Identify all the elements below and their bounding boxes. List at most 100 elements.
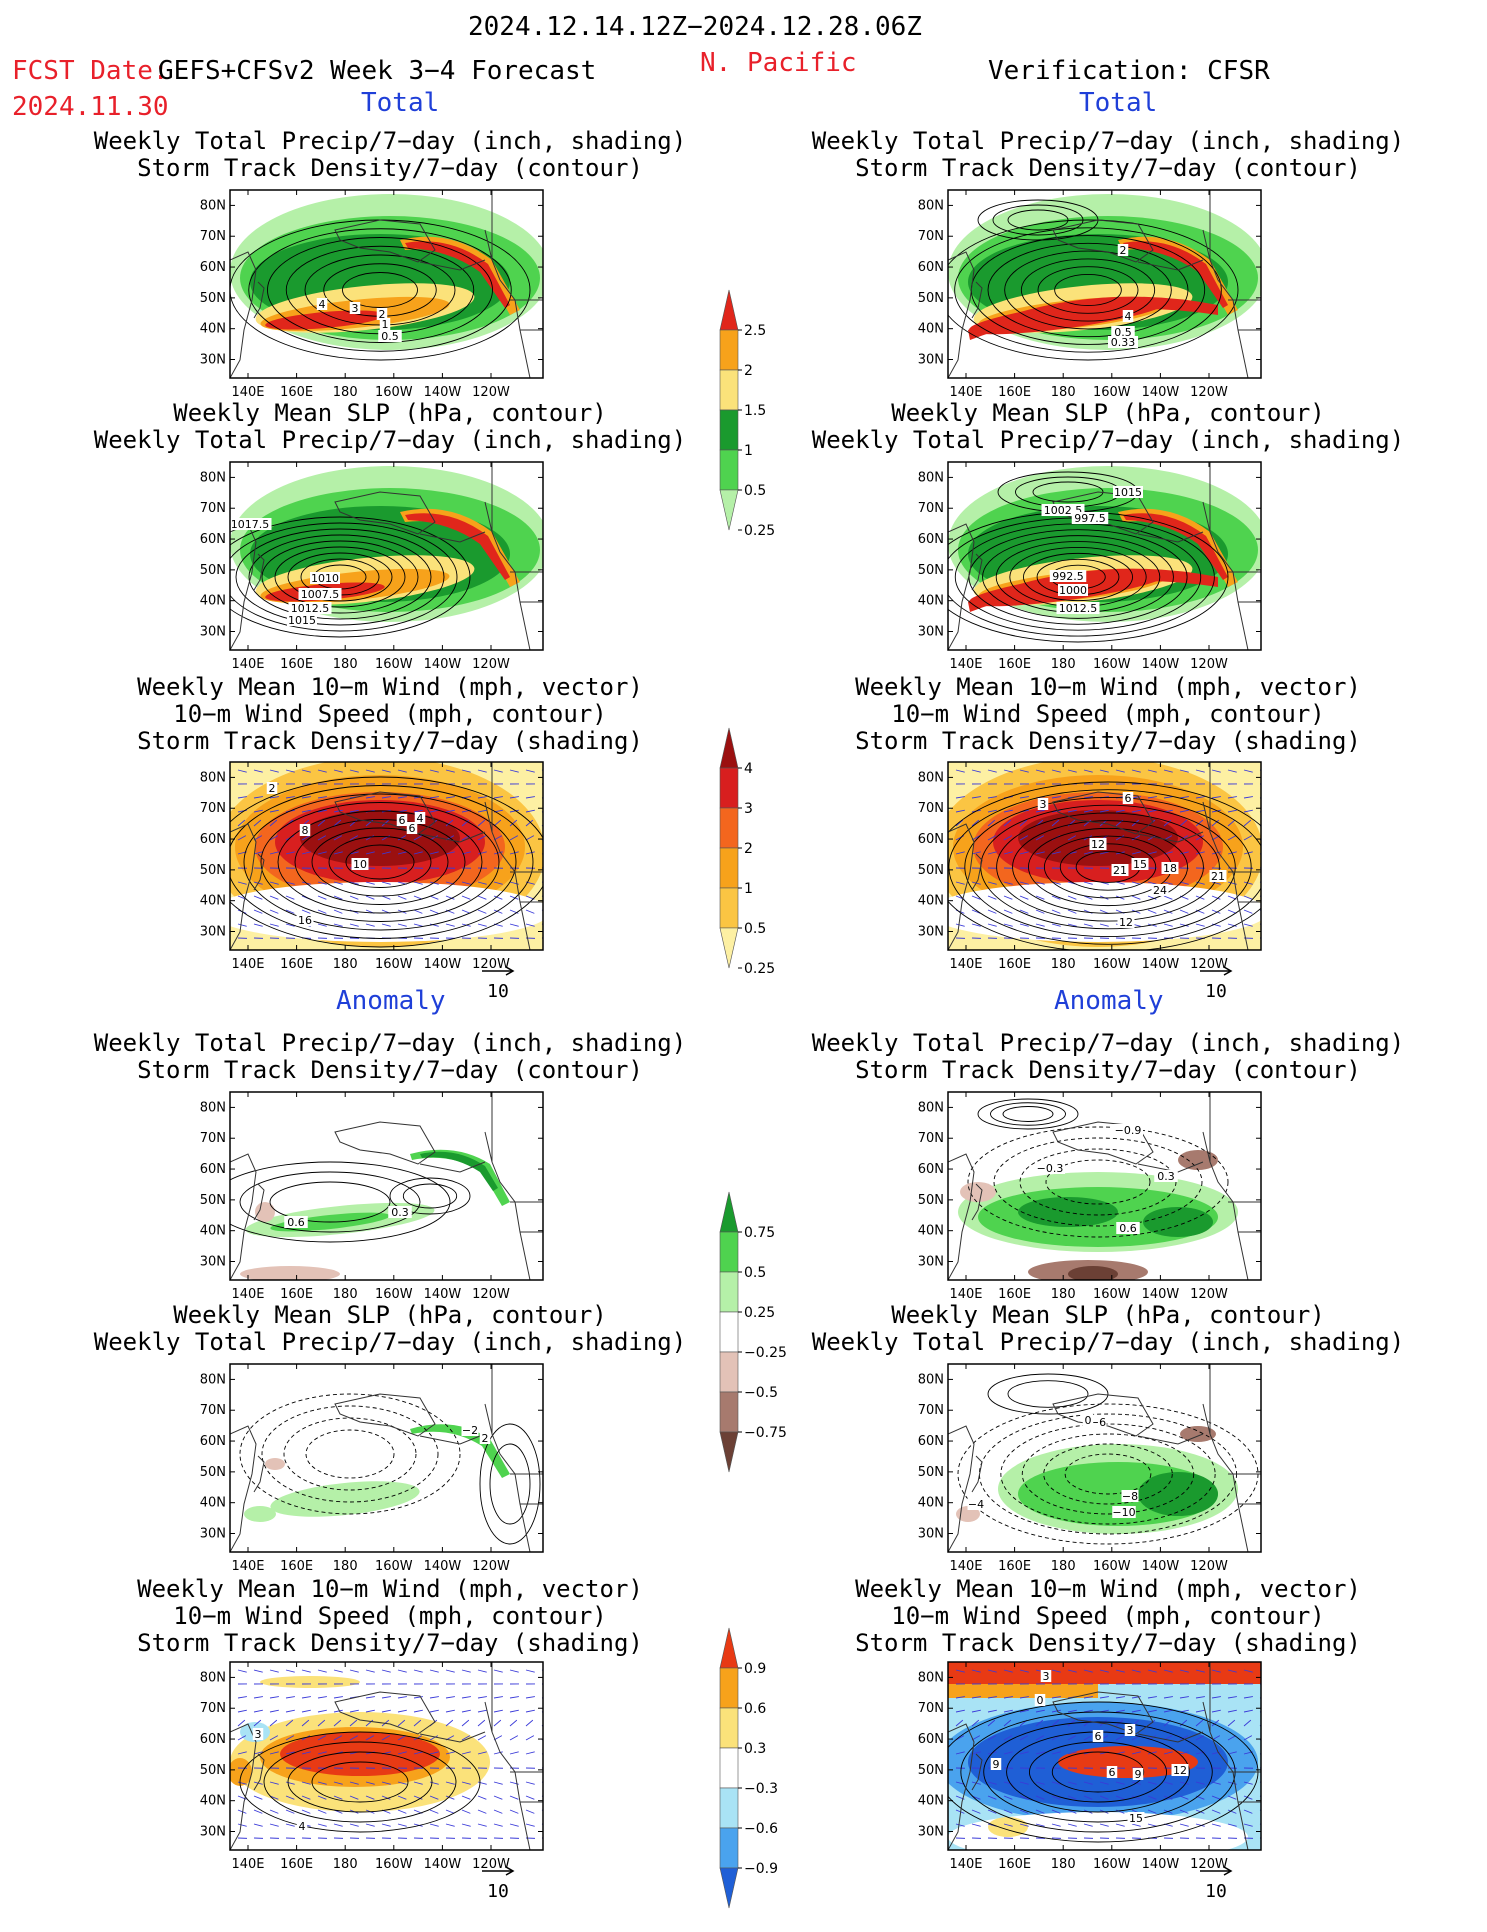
contour-label: 9: [1135, 1768, 1142, 1781]
title-vf-slp-anom: Weekly Mean SLP (hPa, contour)Weekly Tot…: [778, 1302, 1438, 1356]
contour-label: −2: [462, 1424, 478, 1437]
contour-label: 0: [1037, 1694, 1044, 1707]
contour-label: −8: [1122, 1490, 1138, 1503]
lat-tick-label: 40N: [200, 322, 226, 337]
contour-label: 12: [1091, 838, 1105, 851]
arrow-right-icon: [478, 966, 518, 976]
lat-tick-label: 40N: [918, 1496, 944, 1511]
colorbar-swatch: [720, 848, 738, 888]
map-svg: 10151002.5997.5992.510001012.580N70N60N5…: [932, 458, 1262, 674]
arrow-right-icon: [1196, 966, 1236, 976]
lon-tick-label: 120W: [472, 1559, 510, 1574]
lat-tick-label: 30N: [200, 353, 226, 368]
contour-label: 2: [1120, 244, 1127, 257]
contour-label: 16: [298, 914, 312, 927]
colorbar-label: 4: [744, 761, 753, 777]
lon-tick-label: 160E: [998, 657, 1031, 672]
lon-tick-label: 140W: [1142, 657, 1180, 672]
lat-tick-label: 40N: [200, 594, 226, 609]
colorbar-label: 1.5: [744, 403, 766, 419]
lat-tick-label: 80N: [918, 198, 944, 213]
lat-tick-label: 50N: [200, 1763, 226, 1778]
lon-tick-label: 180: [333, 1857, 358, 1872]
lon-tick-label: 140W: [424, 385, 462, 400]
lat-tick-label: 40N: [200, 894, 226, 909]
colorbar-swatch: [720, 410, 738, 450]
colorbar-swatch: [720, 808, 738, 848]
title-vf-wind-anom: Weekly Mean 10−m Wind (mph, vector)10−m …: [778, 1576, 1438, 1657]
lon-tick-label: 120W: [1190, 1287, 1228, 1302]
vector-ref-fc-anom: 10: [478, 1860, 518, 1902]
lon-tick-label: 140E: [231, 657, 264, 672]
lat-tick-label: 40N: [200, 1794, 226, 1809]
contour-label: 10: [353, 858, 367, 871]
title-fc-precip-anom: Weekly Total Precip/7−day (inch, shading…: [60, 1030, 720, 1084]
lat-tick-label: 40N: [918, 594, 944, 609]
contour-label: 997.5: [1074, 512, 1106, 525]
lat-tick-label: 50N: [918, 1763, 944, 1778]
arrow-right-icon: [1196, 1866, 1236, 1876]
colorbar-swatch: [720, 1828, 738, 1868]
title-fc-slp-total: Weekly Mean SLP (hPa, contour)Weekly Tot…: [60, 400, 720, 454]
lon-tick-label: 160E: [998, 1857, 1031, 1872]
colorbar-label: 1: [744, 443, 753, 459]
lon-tick-label: 160W: [375, 957, 413, 972]
lon-tick-label: 140W: [1142, 1559, 1180, 1574]
contour-label: 9: [993, 1758, 1000, 1771]
lon-tick-label: 160E: [998, 957, 1031, 972]
contour-label: −4: [968, 1498, 984, 1511]
colorbar-label: 0.3: [744, 1741, 766, 1757]
lat-tick-label: 80N: [918, 1100, 944, 1115]
contour-label: 12: [1173, 1764, 1187, 1777]
colorbar-swatch: [720, 928, 738, 968]
lat-tick-label: 70N: [918, 1701, 944, 1716]
lon-tick-label: 140E: [231, 385, 264, 400]
lat-tick-label: 60N: [918, 260, 944, 275]
lat-tick-label: 50N: [200, 1465, 226, 1480]
lat-tick-label: 70N: [200, 1403, 226, 1418]
lon-tick-label: 160W: [1093, 1857, 1131, 1872]
lon-tick-label: 160E: [280, 657, 313, 672]
lat-tick-label: 40N: [918, 322, 944, 337]
colorbar-label: 0.5: [744, 921, 766, 937]
contour-label: 3: [1043, 1670, 1050, 1683]
colorbar-swatch: [720, 330, 738, 370]
lon-tick-label: 140E: [231, 957, 264, 972]
lat-tick-label: 30N: [918, 1527, 944, 1542]
lat-tick-label: 50N: [918, 1465, 944, 1480]
lat-tick-label: 60N: [200, 1732, 226, 1747]
contour-label: 1007.5: [301, 588, 340, 601]
lon-tick-label: 160E: [280, 957, 313, 972]
lon-tick-label: 160W: [375, 1287, 413, 1302]
lat-tick-label: 30N: [918, 1825, 944, 1840]
colorbar-svg: 2.521.510.50.25: [718, 270, 808, 550]
lon-tick-label: 140E: [231, 1857, 264, 1872]
contour-label: 3: [255, 1728, 262, 1741]
lat-tick-label: 60N: [918, 1434, 944, 1449]
lat-tick-label: 70N: [918, 229, 944, 244]
lon-tick-label: 180: [333, 1559, 358, 1574]
colorbar-swatch: [720, 1432, 738, 1472]
colorbar-label: −0.75: [744, 1425, 787, 1441]
colorbar-swatch: [720, 1192, 738, 1232]
colorbar-swatch: [720, 1272, 738, 1312]
colorbar-swatch: [720, 1868, 738, 1908]
vector-ref-vf-total: 10: [1196, 960, 1236, 1002]
colorbar-svg: 0.750.50.25−0.25−0.5−0.75: [718, 1172, 808, 1492]
contour-label: 1010: [311, 572, 339, 585]
section-anomaly-right: Anomaly: [1054, 988, 1164, 1014]
contour-label: 3: [352, 302, 359, 315]
contour-label: 6: [399, 814, 406, 827]
colorbar-label: 0.25: [744, 1305, 775, 1321]
lat-tick-label: 30N: [200, 625, 226, 640]
lat-tick-label: 80N: [200, 770, 226, 785]
lat-tick-label: 70N: [918, 1131, 944, 1146]
lat-tick-label: 70N: [200, 1701, 226, 1716]
lon-tick-label: 180: [1051, 385, 1076, 400]
